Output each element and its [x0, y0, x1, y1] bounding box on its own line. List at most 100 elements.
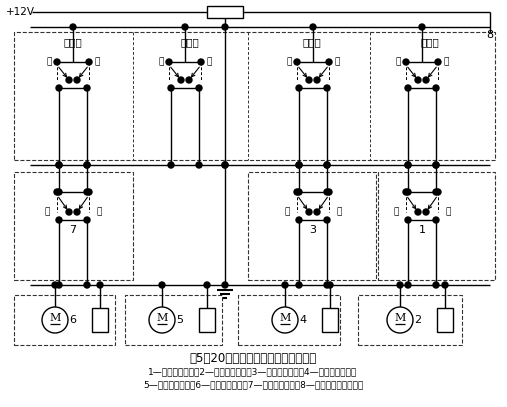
Circle shape [222, 282, 228, 288]
Circle shape [415, 209, 421, 215]
Circle shape [70, 24, 76, 30]
Text: 下: 下 [334, 57, 340, 66]
Bar [437, 308, 453, 332]
Circle shape [196, 162, 202, 168]
Circle shape [296, 189, 302, 195]
Text: 上: 上 [395, 57, 401, 66]
Circle shape [324, 217, 330, 223]
Circle shape [397, 282, 403, 288]
Circle shape [442, 282, 448, 288]
Text: 8: 8 [486, 30, 493, 40]
Circle shape [294, 59, 300, 65]
Circle shape [222, 24, 228, 30]
Circle shape [405, 85, 411, 91]
Circle shape [435, 59, 441, 65]
Circle shape [74, 77, 80, 83]
Text: +12V: +12V [6, 7, 35, 17]
Circle shape [296, 282, 302, 288]
Circle shape [433, 162, 439, 168]
Text: 右前窗: 右前窗 [421, 37, 440, 47]
Text: 1: 1 [418, 225, 425, 235]
Circle shape [423, 209, 429, 215]
Bar [14, 32, 495, 160]
Text: 6: 6 [69, 315, 77, 325]
Circle shape [54, 59, 60, 65]
Circle shape [204, 282, 210, 288]
Circle shape [415, 77, 421, 83]
Text: 上: 上 [286, 57, 292, 66]
Bar [14, 295, 115, 345]
Circle shape [74, 209, 80, 215]
Circle shape [419, 24, 425, 30]
Circle shape [56, 162, 62, 168]
Text: 下: 下 [445, 208, 451, 217]
Circle shape [433, 217, 439, 223]
Bar [125, 295, 222, 345]
Text: 下: 下 [206, 57, 212, 66]
Circle shape [198, 59, 204, 65]
Circle shape [314, 209, 320, 215]
Circle shape [296, 162, 302, 168]
Circle shape [387, 307, 413, 333]
Text: 5—左前车窗电机；6—左后车窗电机；7—右前车窗开关；8—驾驶员主控开关组件: 5—左前车窗电机；6—左后车窗电机；7—右前车窗开关；8—驾驶员主控开关组件 [143, 381, 363, 389]
Bar [238, 295, 340, 345]
Circle shape [84, 162, 90, 168]
Text: 左后窗: 左后窗 [63, 37, 82, 47]
Circle shape [326, 189, 332, 195]
Text: 上: 上 [44, 208, 50, 217]
Circle shape [86, 189, 92, 195]
Text: 5: 5 [176, 315, 184, 325]
Text: 下: 下 [443, 57, 449, 66]
Circle shape [222, 162, 228, 168]
Circle shape [56, 162, 62, 168]
Text: 1—右前车窗开关；2—右前车窗电机；3—右后车窗开关；4—右后车窗电机；: 1—右前车窗开关；2—右前车窗电机；3—右后车窗开关；4—右后车窗电机； [149, 368, 357, 376]
Text: 下: 下 [94, 57, 100, 66]
Circle shape [403, 189, 409, 195]
Circle shape [168, 85, 174, 91]
Circle shape [405, 162, 411, 168]
Circle shape [166, 59, 172, 65]
Circle shape [178, 77, 184, 83]
Bar [92, 308, 108, 332]
Circle shape [56, 217, 62, 223]
Circle shape [168, 162, 174, 168]
Circle shape [306, 77, 312, 83]
Circle shape [272, 307, 298, 333]
Circle shape [433, 85, 439, 91]
Circle shape [296, 217, 302, 223]
Text: M: M [394, 313, 406, 323]
Circle shape [149, 307, 175, 333]
Text: M: M [279, 313, 291, 323]
Bar [14, 172, 133, 280]
Text: 左前窗: 左前窗 [180, 37, 199, 47]
Circle shape [84, 85, 90, 91]
Circle shape [405, 189, 411, 195]
Circle shape [222, 162, 228, 168]
Circle shape [159, 282, 165, 288]
Circle shape [324, 282, 330, 288]
Text: 上: 上 [393, 208, 399, 217]
Circle shape [324, 162, 330, 168]
Circle shape [306, 209, 312, 215]
Text: M: M [156, 313, 168, 323]
Circle shape [405, 282, 411, 288]
Circle shape [324, 162, 330, 168]
Circle shape [84, 282, 90, 288]
Circle shape [56, 282, 62, 288]
Circle shape [84, 189, 90, 195]
Circle shape [294, 189, 300, 195]
Circle shape [97, 282, 103, 288]
Circle shape [423, 77, 429, 83]
Text: 上: 上 [158, 57, 164, 66]
Circle shape [433, 282, 439, 288]
Text: M: M [49, 313, 61, 323]
Circle shape [403, 59, 409, 65]
Circle shape [186, 77, 192, 83]
Circle shape [296, 162, 302, 168]
Text: 下: 下 [336, 208, 342, 217]
Circle shape [182, 24, 188, 30]
Circle shape [433, 162, 439, 168]
Circle shape [314, 77, 320, 83]
Circle shape [405, 217, 411, 223]
Circle shape [282, 282, 288, 288]
